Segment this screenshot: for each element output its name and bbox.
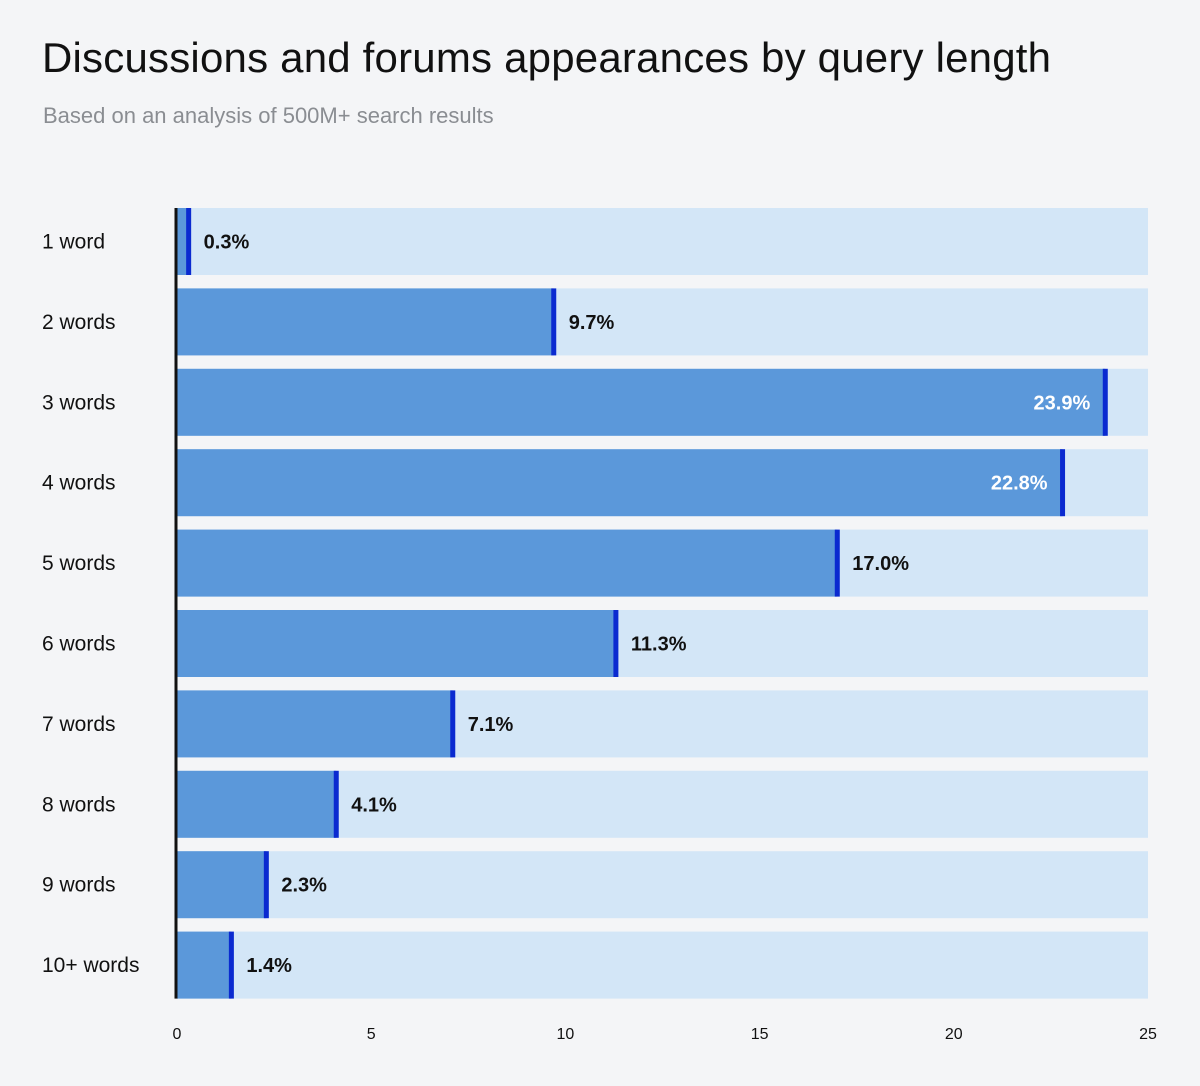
bar-end-marker [450, 690, 456, 758]
bar-track [177, 931, 1148, 999]
category-label: 7 words [42, 713, 116, 736]
x-tick-label: 10 [557, 1026, 575, 1043]
chart-title: Discussions and forums appearances by qu… [42, 34, 1052, 81]
chart-subtitle: Based on an analysis of 500M+ search res… [43, 103, 494, 128]
category-label: 2 words [42, 311, 116, 334]
bar-end-marker [834, 529, 840, 597]
category-label: 8 words [42, 793, 116, 816]
category-label: 9 words [42, 874, 116, 897]
bar [177, 610, 616, 677]
bar [177, 770, 337, 838]
bar-end-marker [228, 931, 234, 999]
data-label: 23.9% [1034, 392, 1091, 414]
bar-end-marker [1102, 368, 1108, 436]
data-label: 9.7% [569, 312, 615, 334]
bar [177, 690, 453, 758]
data-label: 2.3% [281, 875, 327, 897]
bar-end-marker [186, 208, 192, 275]
bar-end-marker [333, 770, 339, 838]
bar-end-marker [613, 610, 619, 677]
category-label: 10+ words [42, 954, 139, 977]
category-label: 5 words [42, 552, 116, 575]
bar [177, 288, 554, 356]
x-tick-label: 25 [1139, 1026, 1157, 1043]
bar-track [177, 851, 1148, 919]
x-tick-label: 0 [173, 1026, 182, 1043]
bar [177, 851, 267, 919]
category-label: 1 word [42, 231, 105, 254]
data-label: 4.1% [351, 794, 397, 816]
category-label: 6 words [42, 633, 116, 656]
bar [177, 208, 189, 275]
data-label: 22.8% [991, 473, 1048, 495]
data-label: 7.1% [468, 714, 514, 736]
bar-track [177, 208, 1148, 275]
bar [177, 931, 232, 999]
data-label: 11.3% [631, 634, 687, 656]
x-tick-label: 15 [751, 1026, 769, 1043]
data-label: 17.0% [852, 553, 909, 575]
bar-end-marker [1060, 449, 1066, 517]
data-label: 1.4% [246, 955, 292, 977]
bar [177, 449, 1063, 517]
bar [177, 368, 1106, 436]
bar-end-marker [551, 288, 557, 356]
y-axis-line [174, 208, 178, 999]
bar-track [177, 770, 1148, 838]
bar-end-marker [263, 851, 269, 919]
data-label: 0.3% [204, 232, 250, 254]
bar [177, 529, 838, 597]
category-label: 4 words [42, 472, 116, 495]
x-tick-label: 20 [945, 1026, 963, 1043]
x-tick-label: 5 [367, 1026, 376, 1043]
category-label: 3 words [42, 391, 116, 414]
